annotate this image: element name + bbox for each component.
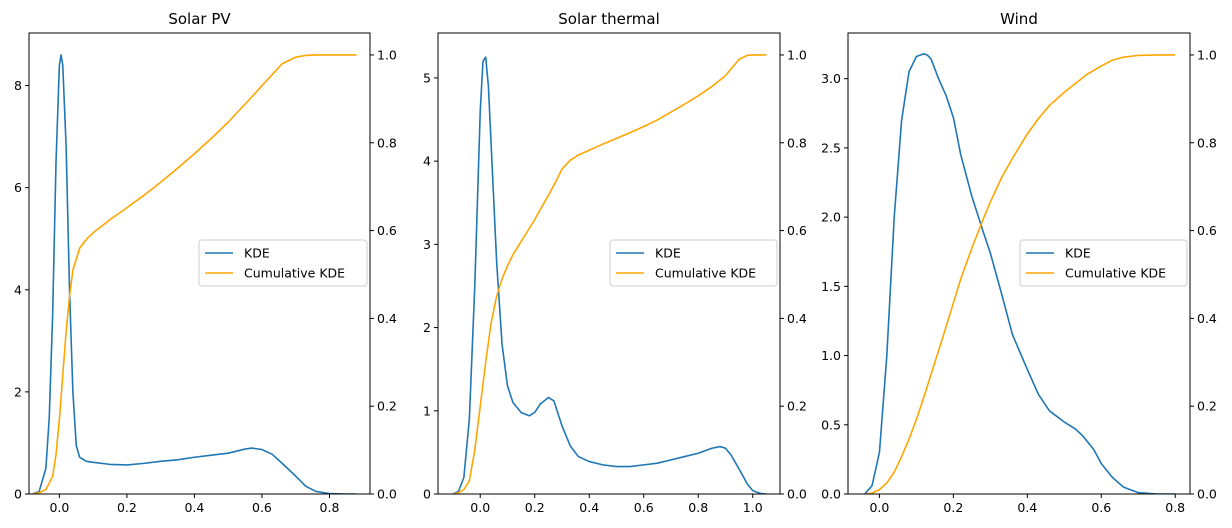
legend-box	[198, 239, 368, 287]
y-tick-label: 3.0	[821, 71, 841, 86]
y-tick-label: 2	[14, 384, 22, 399]
plot-frame	[437, 32, 781, 495]
legend-entry: Cumulative KDE	[655, 266, 756, 281]
y2-tick-label: 0.0	[1197, 487, 1217, 502]
y-tick-label: 2.5	[821, 140, 841, 155]
y-tick-label: 2.0	[821, 210, 841, 225]
x-tick-label: 0.8	[320, 500, 340, 515]
y2-tick-label: 0.0	[787, 487, 807, 502]
x-tick-label: 0.4	[1017, 500, 1037, 515]
y-tick-label: 2	[423, 320, 431, 335]
y-tick-label: 0	[14, 487, 22, 502]
y2-tick-label: 0.0	[377, 487, 397, 502]
y2-tick-label: 0.6	[787, 223, 807, 238]
chart-title: Solar PV	[168, 10, 231, 28]
y2-tick-label: 0.8	[787, 135, 807, 150]
x-tick-label: 0.8	[688, 500, 708, 515]
y-tick-label: 1.5	[821, 279, 841, 294]
y-tick-label: 1	[423, 403, 431, 418]
x-tick-label: 0.6	[252, 500, 272, 515]
y2-tick-label: 1.0	[1197, 47, 1217, 62]
y-tick-label: 4	[423, 154, 431, 169]
chart-title: Solar thermal	[558, 10, 659, 28]
legend-entry: KDE	[244, 246, 270, 261]
plot-frame	[847, 32, 1191, 495]
series-line-kde	[32, 54, 357, 494]
y2-tick-label: 0.4	[787, 311, 807, 326]
x-tick-label: 1.0	[743, 500, 763, 515]
y2-tick-label: 1.0	[377, 47, 397, 62]
x-tick-label: 0.0	[470, 500, 490, 515]
x-tick-label: 0.8	[1165, 500, 1185, 515]
legend-entry: KDE	[1065, 246, 1091, 261]
x-tick-label: 0.6	[634, 500, 654, 515]
legend-box	[609, 239, 778, 287]
subplot-2: Wind 0.0 0.2 0.4 0.6 0.8 0.0 0.5 1.0 1.5 2.0 2.5 3.0…	[821, 10, 1217, 515]
subplot-1: Solar thermal 0.0 0.2 0.4 0.6 0.8 1.0 0 1 2 3 4 5 0.0…	[423, 10, 807, 515]
legend: KDE Cumulative KDE	[609, 239, 778, 287]
series-line-cumulative-kde	[32, 54, 357, 494]
y-tick-label: 3	[423, 237, 431, 252]
y2-tick-label: 1.0	[787, 47, 807, 62]
y2-tick-label: 0.2	[787, 399, 807, 414]
y-tick-label: 4	[14, 282, 22, 297]
y-tick-label: 1.0	[821, 348, 841, 363]
x-tick-label: 0.2	[943, 500, 963, 515]
plot-frame	[28, 32, 371, 495]
x-tick-label: 0.4	[579, 500, 599, 515]
series-line-cumulative-kde	[452, 54, 767, 494]
y2-tick-label: 0.4	[377, 311, 397, 326]
y2-tick-label: 0.8	[377, 135, 397, 150]
x-tick-label: 0.2	[525, 500, 545, 515]
y-tick-label: 0.0	[821, 487, 841, 502]
x-tick-label: 0.0	[49, 500, 69, 515]
x-tick-label: 0.2	[117, 500, 137, 515]
series-line-kde	[864, 52, 1176, 494]
x-tick-label: 0.4	[184, 500, 204, 515]
series-line-cumulative-kde	[864, 54, 1176, 494]
y2-tick-label: 0.2	[377, 399, 397, 414]
y-tick-label: 8	[14, 78, 22, 93]
legend: KDE Cumulative KDE	[198, 239, 368, 287]
y-tick-label: 0	[423, 487, 431, 502]
y-tick-label: 0.5	[821, 417, 841, 432]
y2-tick-label: 0.2	[1197, 399, 1217, 414]
chart-title: Wind	[1000, 10, 1038, 28]
y-tick-label: 5	[423, 70, 431, 85]
subplot-0: Solar PV 0.0 0.2 0.4 0.6 0.8 0 2 4 6 8 0.0 0.2 0.4 0.6…	[14, 10, 397, 515]
y2-tick-label: 0.8	[1197, 135, 1217, 150]
legend-entry: Cumulative KDE	[1065, 266, 1166, 281]
series-line-kde	[452, 56, 767, 494]
y2-tick-label: 0.4	[1197, 311, 1217, 326]
y-tick-label: 6	[14, 180, 22, 195]
legend-entry: KDE	[655, 246, 681, 261]
legend: KDE Cumulative KDE	[1019, 239, 1188, 287]
legend-box	[1019, 239, 1188, 287]
y2-tick-label: 0.6	[1197, 223, 1217, 238]
legend-entry: Cumulative KDE	[244, 266, 345, 281]
y2-tick-label: 0.6	[377, 223, 397, 238]
x-tick-label: 0.6	[1091, 500, 1111, 515]
x-tick-label: 0.0	[869, 500, 889, 515]
